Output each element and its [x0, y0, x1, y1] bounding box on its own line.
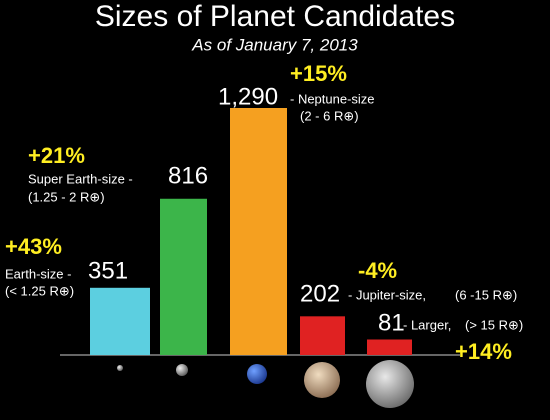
category-label: - Larger,: [403, 317, 451, 332]
value-label: 816: [168, 162, 208, 189]
size-range-label: (< 1.25 R⊕): [5, 283, 74, 298]
bar: [367, 339, 412, 355]
planet-icon: [247, 364, 267, 384]
category-label: - Neptune-size: [290, 91, 375, 106]
planet-icon: [117, 365, 123, 371]
value-label: 81: [378, 309, 405, 336]
bar: [230, 108, 287, 355]
bar: [90, 287, 150, 355]
planet-icon: [176, 364, 188, 376]
bar: [160, 198, 207, 355]
planet-icon: [366, 360, 414, 408]
change-label: +21%: [28, 143, 85, 168]
change-label: +43%: [5, 234, 62, 259]
category-label: - Jupiter-size,: [348, 287, 426, 302]
bar: [300, 316, 345, 355]
chart-title: Sizes of Planet Candidates: [95, 0, 455, 33]
value-label: 202: [300, 280, 340, 307]
chart-subtitle: As of January 7, 2013: [191, 35, 358, 54]
planet-icon: [304, 362, 340, 398]
change-label: +14%: [455, 339, 512, 364]
value-label: 351: [88, 257, 128, 284]
size-range-label: (6 -15 R⊕): [455, 287, 517, 302]
category-label: Super Earth-size -: [28, 171, 133, 186]
size-range-label: (2 - 6 R⊕): [300, 108, 359, 123]
change-label: -4%: [358, 258, 397, 283]
size-range-label: (> 15 R⊕): [465, 317, 523, 332]
size-range-label: (1.25 - 2 R⊕): [28, 189, 105, 204]
value-label: 1,290: [218, 83, 278, 110]
category-label: Earth-size -: [5, 266, 71, 281]
change-label: +15%: [290, 61, 347, 86]
